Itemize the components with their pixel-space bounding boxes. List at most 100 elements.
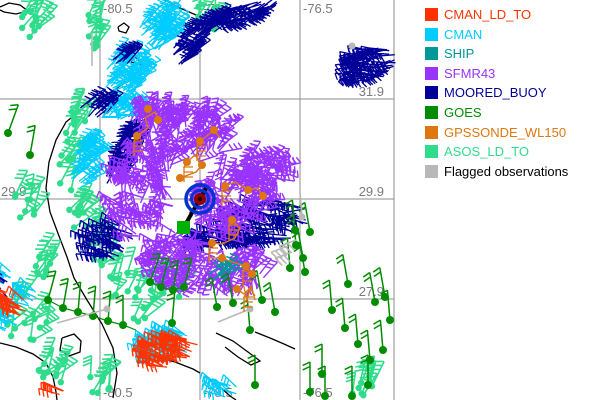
goes-wind-barb — [149, 253, 162, 283]
goes-station-dot — [328, 306, 336, 314]
goes-wind-barb — [373, 319, 384, 351]
cman-wind-barb-cluster — [139, 0, 191, 51]
legend-item-flagged-observations[interactable]: Flagged observations — [425, 164, 568, 178]
legend-item-moored-buoy[interactable]: MOORED_BUOY — [425, 85, 568, 101]
flagged-station-dot — [103, 305, 111, 313]
storm-center-inner-ring — [190, 189, 210, 209]
legend-swatch — [425, 8, 438, 21]
asos-station-dot — [35, 22, 42, 30]
gpssonde-drop-dot — [244, 186, 252, 194]
asos-station-dot — [58, 152, 65, 159]
asos-wind-barb-cluster — [21, 0, 59, 38]
gpssonde-drop-dot — [196, 137, 204, 145]
legend-item-goes[interactable]: GOES — [425, 105, 568, 119]
asos-station-dot — [75, 211, 82, 219]
asos-station-dot — [36, 253, 43, 261]
asos-station-dot — [89, 388, 96, 396]
legend-item-cman[interactable]: CMAN — [425, 27, 568, 41]
asos-station-dot — [62, 129, 70, 137]
asos-station-dot — [54, 364, 61, 371]
legend-item-cman-ld-to[interactable]: CMAN_LD_TO — [425, 8, 568, 21]
goes-wind-barb — [169, 259, 179, 291]
legend-swatch — [425, 105, 438, 119]
goes-station-dot — [146, 278, 154, 286]
asos-station-dot — [26, 33, 33, 41]
gpssonde-drop-dot — [259, 192, 267, 200]
goes-station-dot — [341, 324, 349, 332]
legend-swatch — [425, 47, 438, 61]
gpssonde-drop-dot — [208, 239, 216, 247]
grid-label: -80.5 — [103, 1, 133, 16]
gpssonde-drop-dot — [133, 132, 141, 140]
legend-label: CMAN_LD_TO — [444, 7, 532, 22]
gpssonde-drop-dot — [144, 105, 152, 113]
flagged-wind-barb — [278, 239, 297, 254]
goes-station-dot — [169, 286, 177, 294]
asos-station-dot — [68, 108, 76, 116]
asos-station-dot — [355, 384, 362, 392]
goes-station-dot — [354, 340, 362, 348]
legend-item-ship[interactable]: SHIP — [425, 47, 568, 61]
asos-station-dot — [142, 304, 149, 312]
flagged-station-dot — [298, 213, 306, 221]
storm-center-dot — [198, 197, 202, 201]
goes-wind-barb — [322, 279, 333, 311]
goes-wind-barb — [59, 277, 69, 309]
buoy-wind-barb-cluster — [173, 15, 218, 65]
goes-station-dot — [386, 316, 394, 324]
legend-label: MOORED_BUOY — [444, 85, 547, 101]
gpssonde-drop-dot — [242, 262, 250, 270]
asos-station-dot — [19, 13, 26, 21]
goes-station-dot — [379, 346, 387, 354]
asos-station-dot — [44, 368, 52, 375]
goes-station-dot — [229, 299, 237, 307]
asos-station-dot — [96, 23, 104, 31]
goes-station-dot — [26, 151, 34, 159]
asos-station-dot — [66, 206, 73, 214]
asos-station-dot — [29, 310, 36, 318]
legend-item-sfmr43[interactable]: SFMR43 — [425, 66, 568, 80]
gpssonde-profile-glyph — [241, 265, 252, 286]
legend-item-gpssonde-wl150[interactable]: GPSSONDE_WL150 — [425, 125, 568, 139]
asos-station-dot — [35, 366, 43, 374]
flagged-station-dot — [348, 42, 356, 50]
sfmr-wind-barb-cluster — [95, 133, 180, 243]
asos-station-dot — [76, 202, 84, 209]
asos-wind-barb-cluster — [108, 246, 154, 298]
asos-station-dot — [92, 35, 100, 42]
gpssonde-drop-dot — [183, 158, 191, 166]
goes-station-dot — [74, 308, 82, 316]
asos-station-dot — [40, 373, 47, 381]
asos-station-dot — [31, 27, 38, 34]
grid-label: 27.9 — [359, 284, 384, 299]
gpssonde-drop-dot — [233, 285, 241, 293]
goes-wind-barb — [292, 241, 306, 273]
gpssonde-drop-dot — [198, 161, 206, 169]
buoy-wind-barb-cluster — [70, 211, 134, 263]
asos-station-dot — [30, 336, 37, 343]
asos-station-dot — [114, 275, 121, 282]
asos-station-dot — [11, 325, 19, 332]
asos-station-dot — [85, 33, 93, 40]
legend-swatch — [425, 86, 438, 100]
storm-center-outer-ring[interactable] — [184, 183, 216, 215]
asos-station-dot — [112, 291, 119, 298]
legend-item-asos-ld-to[interactable]: ASOS_LD_TO — [425, 145, 568, 159]
goes-wind-barb — [360, 354, 369, 385]
goes-wind-barb — [240, 299, 251, 331]
goes-station-dot — [306, 228, 314, 236]
grid-label: -76.5 — [303, 1, 333, 16]
asos-station-dot — [56, 161, 63, 168]
gpssonde-drop-dot — [248, 270, 256, 278]
goes-station-dot — [213, 303, 221, 311]
goes-wind-barb — [262, 281, 276, 313]
green-square-marker — [177, 221, 190, 234]
flagged-wind-barb — [270, 245, 289, 260]
asos-station-dot — [81, 117, 89, 125]
coastline — [254, 331, 296, 350]
grid-label: 31.9 — [359, 84, 384, 99]
asos-station-dot — [96, 17, 104, 24]
goes-station-dot — [321, 392, 329, 400]
cmanld-wind-barb-cluster — [131, 329, 198, 373]
